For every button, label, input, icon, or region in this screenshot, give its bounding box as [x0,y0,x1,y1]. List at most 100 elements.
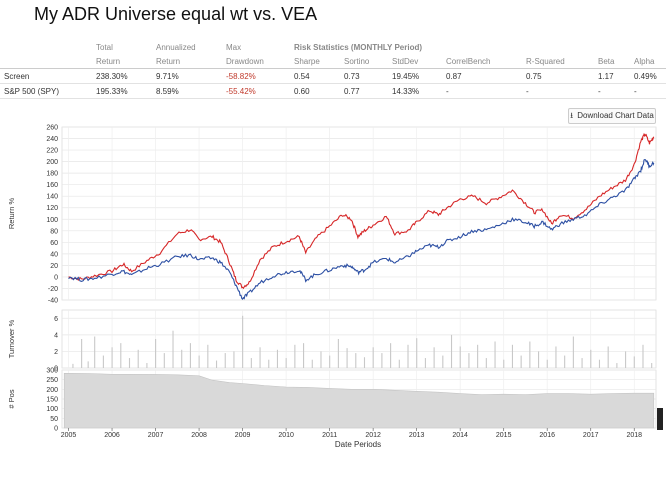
turnover-bar [372,347,374,368]
x-tick-label: 2007 [148,432,164,439]
y-tick-label: 20 [50,263,58,270]
turnover-bar [642,344,644,368]
turnover-bar [276,349,279,368]
turnover-bar [363,357,366,368]
y-tick-label: 40 [50,251,58,258]
stats-cell: 8.59% [152,83,222,99]
stats-cell: 238.30% [92,68,152,84]
turnover-bar [625,351,627,368]
y-tick-label: 120 [46,205,58,212]
stats-header-cell: Return [152,54,222,69]
y-tick-label: 100 [46,406,58,413]
stats-header-cell: Sortino [340,54,388,69]
y-tick-label: 50 [50,416,58,423]
stats-cell: 0.54 [290,68,340,84]
turnover-bar [390,343,392,368]
turnover-bar [268,359,270,368]
turnover-bar [633,356,635,368]
y-tick-label: 4 [54,332,58,339]
turnover-bar [651,363,653,368]
x-tick-label: 2008 [191,432,207,439]
turnover-bar [155,339,157,368]
turnover-bar [294,344,296,368]
download-label: Download Chart Data [577,111,654,120]
download-icon: ⭳ [570,111,574,120]
y-axis-label: Return % [7,198,16,230]
turnover-bar [172,330,174,368]
turnover-bar [72,363,74,368]
turnover-bar [416,338,418,368]
turnover-bar [303,343,305,368]
turnover-bar [346,348,348,368]
turnover-bar [442,355,444,368]
stats-table: Total Annualized Max Risk Statistics (MO… [0,40,666,99]
y-tick-label: 140 [46,194,58,201]
turnover-bar [503,359,505,368]
stats-header-cell: R-Squared [522,54,594,69]
stats-cell: 0.60 [290,83,340,99]
turnover-bar [477,344,479,368]
stats-cell: -58.82% [222,68,290,84]
x-tick-label: 2005 [61,432,77,439]
y-tick-label: 160 [46,182,58,189]
turnover-bar [81,339,83,368]
turnover-bar [207,344,209,368]
stats-cell: -55.42% [222,83,290,99]
turnover-bar [433,347,435,368]
stats-cell: S&P 500 (SPY) [0,83,92,99]
y-tick-label: 220 [46,148,58,155]
y-tick-label: 300 [46,368,58,375]
y-tick-label: 0 [54,366,58,373]
stats-cell: - [442,83,522,99]
turnover-bar [224,353,226,368]
turnover-bar [381,353,383,368]
turnover-bar [320,351,322,368]
x-tick-label: 2013 [409,432,425,439]
y-tick-label: 260 [46,125,58,132]
turnover-bar [555,346,557,368]
y-tick-label: 150 [46,397,58,404]
stats-cell: 19.45% [388,68,442,84]
turnover-bar [189,343,191,368]
turnover-bar [607,346,609,368]
turnover-bar [120,343,122,368]
stats-cell: 9.71% [152,68,222,84]
turnover-bar [259,347,261,368]
stats-header-cell: Max [226,42,242,52]
x-tick-label: 2017 [583,432,599,439]
turnover-bar [102,355,104,368]
stats-cell: 0.87 [442,68,522,84]
stats-cell: 14.33% [388,83,442,99]
turnover-bar [546,359,548,368]
turnover-bar [285,358,287,368]
turnover-bar [250,358,252,368]
turnover-bar [163,353,165,368]
stats-cell: 195.33% [92,83,152,99]
download-chart-data-button[interactable]: ⭳ Download Chart Data [568,108,656,124]
stats-header-cell: CorrelBench [442,54,522,69]
y-tick-label: 80 [50,228,58,235]
stats-header-cell: Return [92,54,152,69]
y-tick-label: 100 [46,217,58,224]
scrollbar[interactable] [657,408,663,430]
turnover-bar [137,349,139,368]
y-tick-label: 0 [54,274,58,281]
turnover-bar [233,351,235,368]
x-tick-label: 2009 [235,432,251,439]
x-tick-label: 2012 [365,432,381,439]
stats-cell: 1.17 [594,68,630,84]
stats-cell: 0.77 [340,83,388,99]
turnover-bar [242,315,244,368]
turnover-bar [598,359,601,368]
y-tick-label: 6 [54,316,58,323]
turnover-bar [329,355,331,368]
stats-header-cell: Alpha [630,54,666,69]
y-tick-label: 0 [54,426,58,433]
turnover-bar [616,363,618,368]
positions-area [63,372,655,429]
turnover-bar [564,355,566,368]
y-tick-label: 180 [46,171,58,178]
turnover-bar [424,358,426,368]
y-tick-label: 250 [46,377,58,384]
